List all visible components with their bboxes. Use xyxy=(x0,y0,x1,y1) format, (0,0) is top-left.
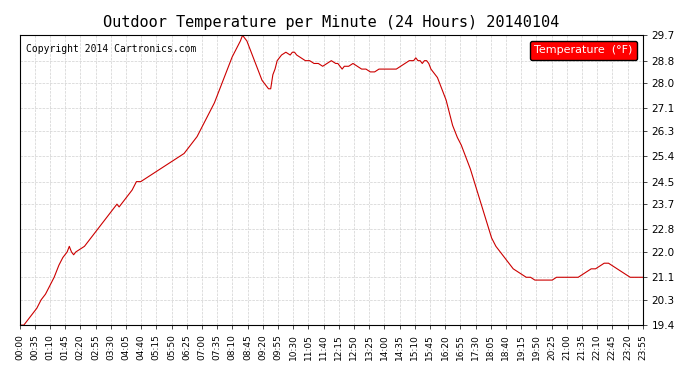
Text: Copyright 2014 Cartronics.com: Copyright 2014 Cartronics.com xyxy=(26,44,196,54)
Title: Outdoor Temperature per Minute (24 Hours) 20140104: Outdoor Temperature per Minute (24 Hours… xyxy=(103,15,559,30)
Legend: Temperature  (°F): Temperature (°F) xyxy=(530,41,637,60)
